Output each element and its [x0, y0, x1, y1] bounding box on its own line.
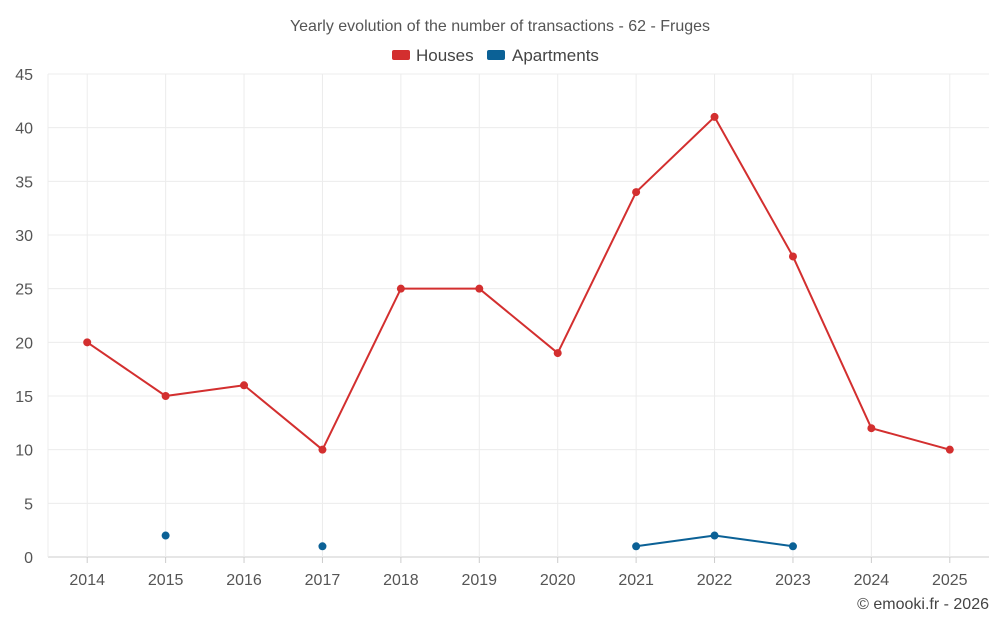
- y-tick-label: 5: [24, 496, 33, 513]
- x-tick-label: 2020: [540, 572, 576, 589]
- data-point-houses[interactable]: [553, 349, 562, 358]
- y-tick-label: 15: [15, 389, 33, 406]
- x-tick-label: 2014: [69, 572, 105, 589]
- series-apartments: [161, 531, 797, 551]
- y-tick-label: 0: [24, 550, 33, 567]
- data-point-houses[interactable]: [788, 252, 797, 261]
- gridlines: [47, 73, 989, 558]
- series-line-houses: [86, 115, 951, 451]
- data-point-houses[interactable]: [396, 284, 405, 293]
- x-tick-label: 2015: [148, 572, 184, 589]
- data-point-houses[interactable]: [475, 284, 484, 293]
- data-point-houses[interactable]: [318, 445, 327, 454]
- data-point-houses[interactable]: [632, 188, 641, 197]
- x-axis: 2014 2015 2016 2017 2018 2019 2020 2021 2022 2023…: [69, 557, 968, 589]
- x-tick-label: 2023: [775, 572, 811, 589]
- legend: Houses Apartments: [392, 46, 599, 65]
- legend-label-apartments: Apartments: [512, 46, 599, 65]
- y-tick-label: 30: [15, 228, 33, 245]
- y-tick-label: 10: [15, 443, 33, 460]
- data-point-houses[interactable]: [240, 381, 249, 390]
- y-tick-label: 20: [15, 335, 33, 352]
- footer-credit: © emooki.fr - 2026: [857, 596, 989, 613]
- x-tick-label: 2024: [854, 572, 890, 589]
- data-point-houses[interactable]: [945, 445, 954, 454]
- legend-item-houses[interactable]: Houses: [392, 46, 474, 65]
- y-tick-label: 35: [15, 174, 33, 191]
- data-point-houses[interactable]: [161, 392, 170, 400]
- chart-title: Yearly evolution of the number of transa…: [290, 18, 710, 35]
- legend-label-houses: Houses: [416, 46, 474, 65]
- x-tick-label: 2025: [932, 572, 968, 589]
- x-tick-label: 2022: [697, 572, 733, 589]
- data-point-apartments[interactable]: [318, 542, 327, 551]
- y-tick-label: 25: [15, 282, 33, 299]
- data-point-houses[interactable]: [83, 338, 92, 347]
- data-point-apartments[interactable]: [788, 542, 797, 551]
- legend-swatch-apartments: [487, 50, 505, 60]
- x-tick-label: 2018: [383, 572, 419, 589]
- data-point-houses[interactable]: [867, 424, 876, 433]
- series-houses: [83, 112, 954, 454]
- y-axis: 0 5 10 15 20 25 30 35 40 45: [15, 67, 33, 567]
- y-tick-label: 40: [15, 121, 33, 138]
- data-point-apartments[interactable]: [710, 531, 719, 540]
- y-tick-label: 45: [15, 67, 33, 84]
- data-point-apartments[interactable]: [632, 542, 641, 551]
- x-tick-label: 2019: [461, 572, 497, 589]
- series-layer: [83, 112, 954, 551]
- data-point-houses[interactable]: [710, 112, 719, 121]
- legend-swatch-houses: [392, 50, 410, 60]
- legend-item-apartments[interactable]: Apartments: [487, 46, 599, 65]
- x-tick-label: 2021: [618, 572, 654, 589]
- x-tick-label: 2016: [226, 572, 262, 589]
- x-tick-label: 2017: [305, 572, 341, 589]
- data-point-apartments[interactable]: [161, 531, 170, 540]
